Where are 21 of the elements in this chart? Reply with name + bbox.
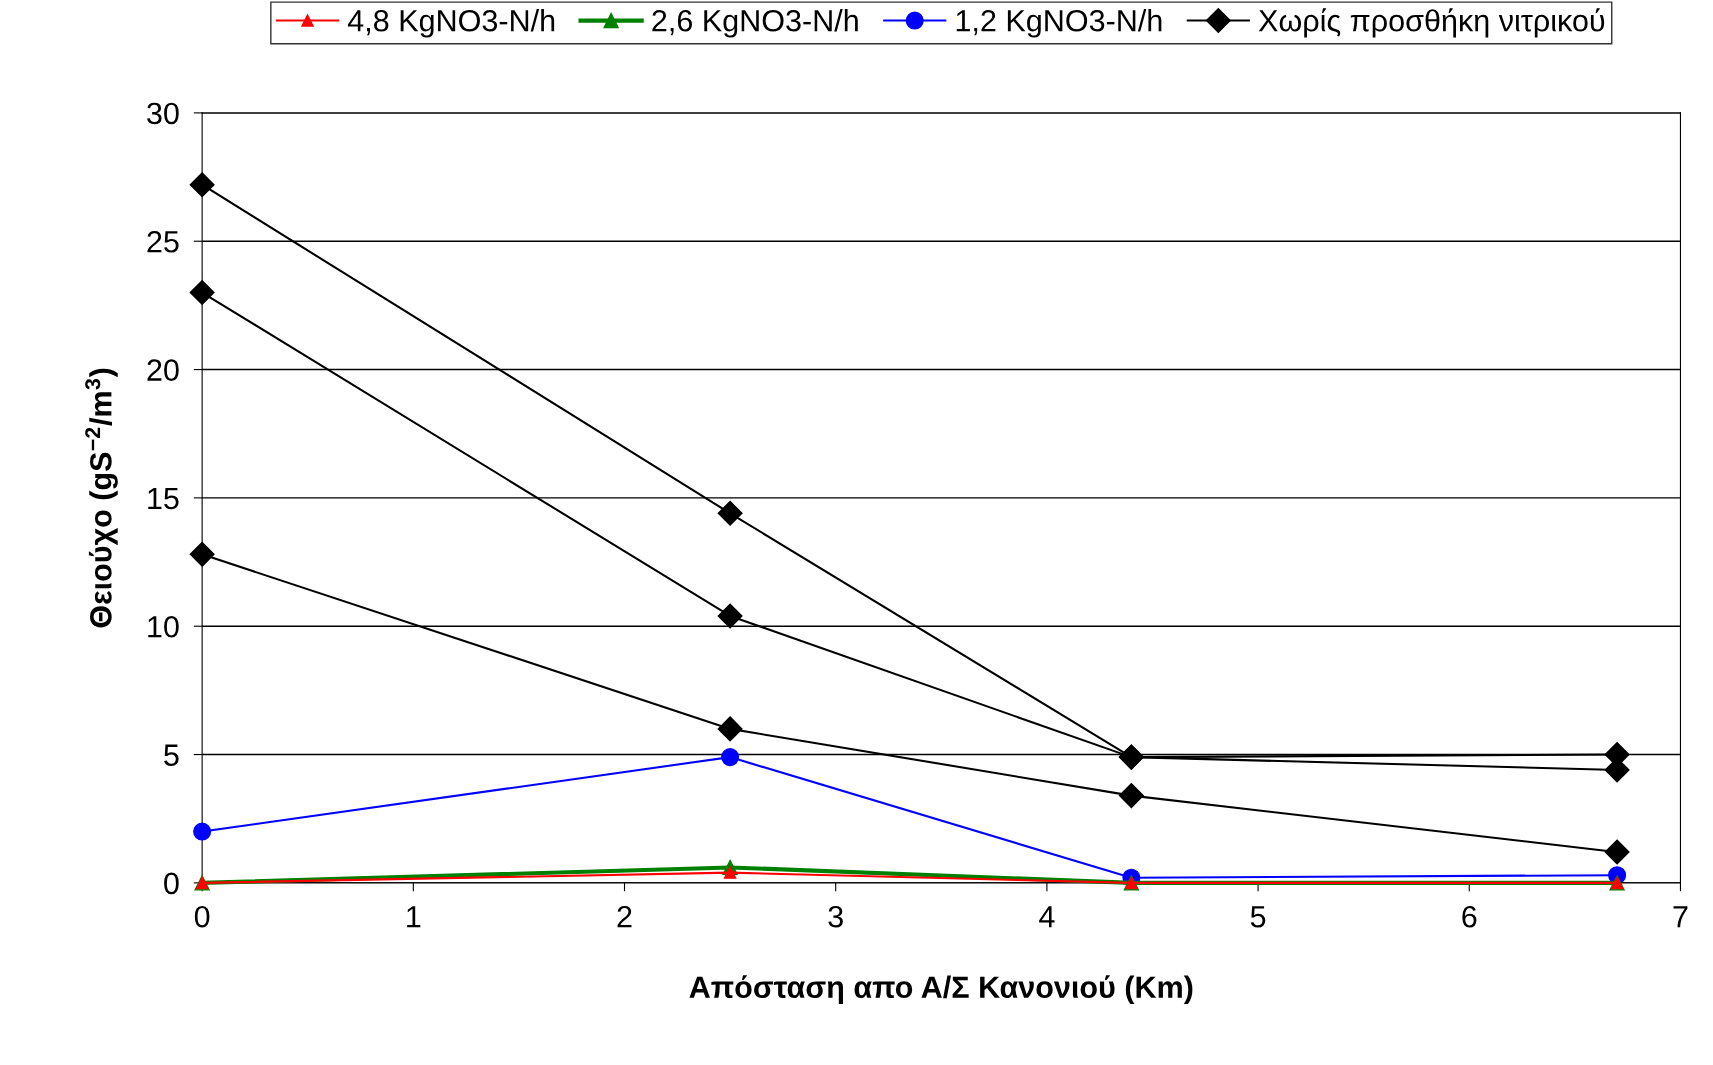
x-tick-label: 5 — [1250, 906, 1266, 928]
y-tick-label: 15 — [148, 487, 179, 510]
x-tick-label: 6 — [1462, 905, 1477, 928]
legend-label: 4,8 KgNO3-N/h — [347, 9, 555, 38]
x-tick-label: 3 — [828, 905, 843, 928]
y-tick-label: 0 — [164, 872, 179, 895]
x-tick-label: 2 — [617, 905, 632, 928]
legend-label: 2,6 KgNO3-N/h — [652, 9, 858, 38]
x-tick-label: 1 — [407, 906, 421, 928]
y-tick-label: 30 — [147, 102, 179, 125]
y-tick-label: 25 — [147, 230, 179, 253]
x-tick-label: 7 — [1673, 906, 1688, 928]
legend-label: Χωρίς προσθήκη νιτρικού — [1258, 8, 1605, 38]
x-tick-label: 0 — [194, 905, 210, 928]
y-tick-label: 5 — [164, 744, 179, 766]
y-axis-title: Θειούχο (gS$^{−2}$/m$^{3}$) — [85, 368, 118, 628]
y-tick-label: 10 — [148, 615, 179, 638]
y-tick-label: 20 — [147, 359, 179, 381]
x-axis-title: Απόσταση απο Α/Σ Κανονιού (Km) — [689, 975, 1193, 1005]
legend-label: 1,2 KgNO3-N/h — [956, 9, 1162, 38]
x-tick-label: 4 — [1039, 906, 1055, 928]
